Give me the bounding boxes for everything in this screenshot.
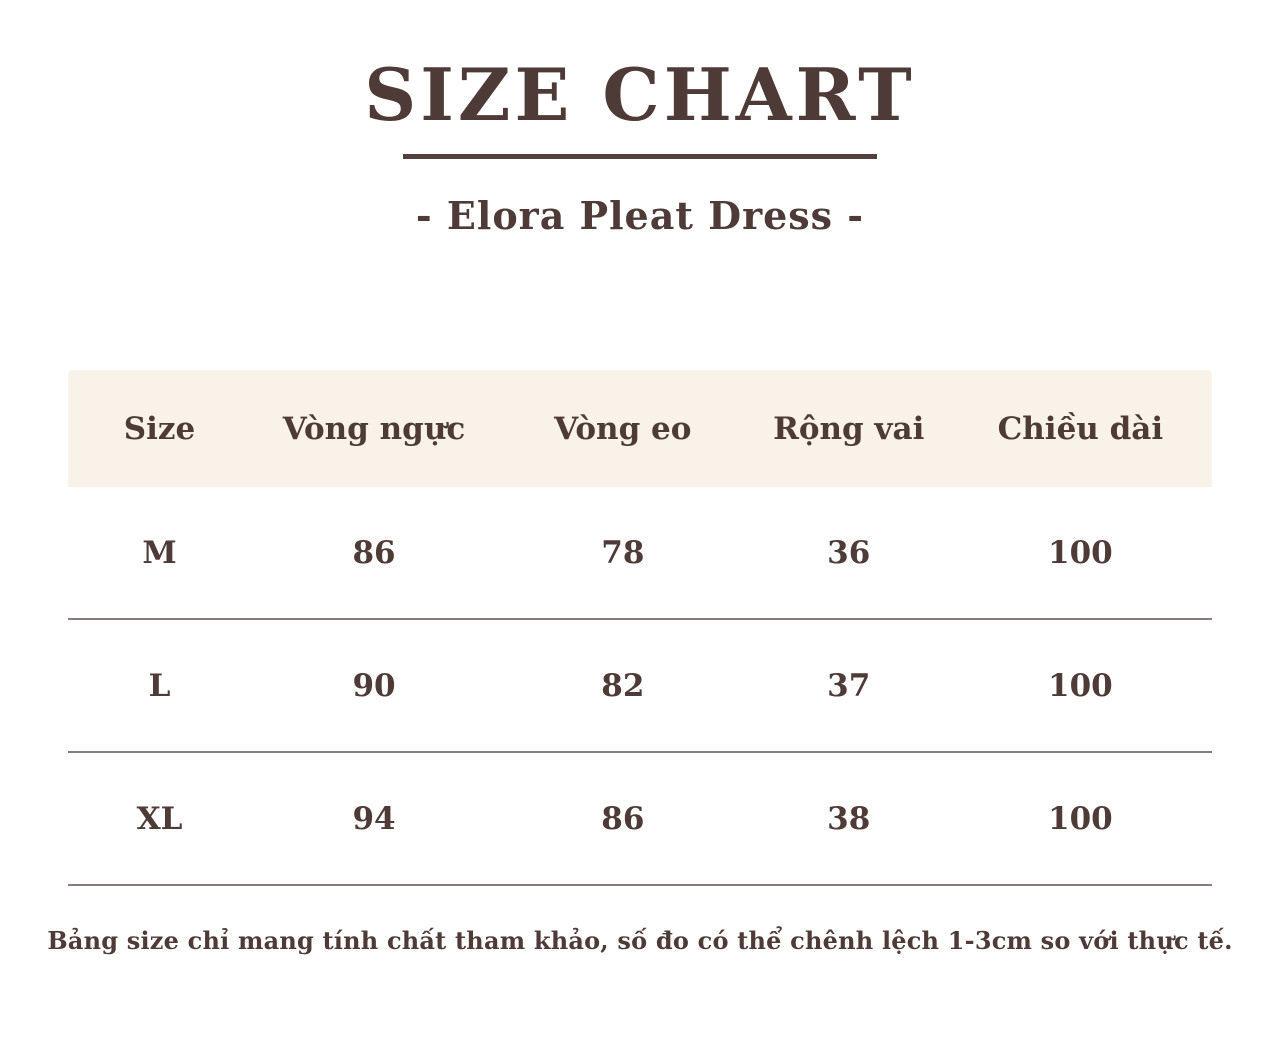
waist-value: 78 [601,534,645,571]
page-title: SIZE CHART [364,52,916,137]
disclaimer-footnote: Bảng size chỉ mang tính chất tham khảo, … [47,926,1233,956]
size-label: L [148,667,171,704]
bust-value: 94 [352,800,396,837]
column-header-shoulder: Rộng vai [773,410,925,447]
size-label: XL [136,800,183,837]
column-header-waist: Vòng eo [554,410,692,447]
product-name-subtitle: - Elora Pleat Dress - [415,193,865,239]
column-header-length: Chiều dài [997,410,1164,447]
table-row-xl: XL 94 86 38 100 [68,753,1212,887]
length-value: 100 [1048,800,1113,837]
waist-value: 86 [601,800,645,837]
bust-value: 90 [352,667,396,704]
shoulder-value: 36 [827,534,871,571]
size-table: Size Vòng ngực Vòng eo Rộng vai Chiều dà… [68,370,1212,887]
length-value: 100 [1048,667,1113,704]
shoulder-value: 38 [827,800,871,837]
column-header-size: Size [123,410,196,447]
table-row-m: M 86 78 36 100 [68,487,1212,621]
table-row-l: L 90 82 37 100 [68,620,1212,754]
size-label: M [142,534,177,571]
title-underline-rule [403,154,877,160]
length-value: 100 [1048,534,1113,571]
waist-value: 82 [601,667,645,704]
shoulder-value: 37 [827,667,871,704]
table-header-row: Size Vòng ngực Vòng eo Rộng vai Chiều dà… [68,370,1212,488]
bust-value: 86 [352,534,396,571]
column-header-bust: Vòng ngực [282,410,466,447]
